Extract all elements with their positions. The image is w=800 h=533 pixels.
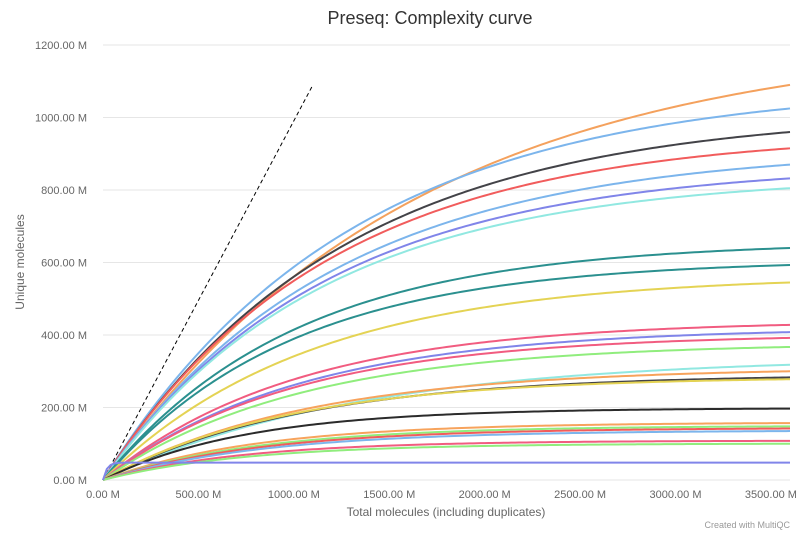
x-tick-label: 3500.00 M — [745, 489, 797, 501]
chart-title: Preseq: Complexity curve — [327, 8, 532, 28]
series-line-10 — [102, 281, 791, 481]
series-line-11 — [102, 323, 791, 481]
x-tick-label: 1500.00 M — [363, 489, 415, 501]
series-line-25 — [102, 442, 791, 481]
series-line-7 — [102, 187, 791, 481]
series-line-18 — [102, 378, 791, 481]
x-tick-label: 0.00 M — [86, 489, 120, 501]
y-tick-label: 200.00 M — [41, 403, 87, 415]
series-line-1 — [102, 83, 791, 481]
x-tick-label: 3000.00 M — [650, 489, 702, 501]
series-line-20 — [102, 422, 791, 481]
y-tick-label: 0.00 M — [53, 475, 87, 487]
y-axis-title: Unique molecules — [13, 214, 27, 309]
series-group — [102, 83, 791, 481]
series-line-14 — [102, 345, 791, 481]
series-line-9 — [102, 264, 791, 481]
series-line-21 — [102, 425, 791, 481]
series-line-8 — [102, 247, 791, 481]
x-axis-ticks: 0.00 M 500.00 M 1000.00 M 1500.00 M 2000.00 … — [86, 489, 797, 501]
x-tick-label: 2000.00 M — [459, 489, 511, 501]
series-line-3 — [102, 131, 791, 481]
y-tick-label: 400.00 M — [41, 330, 87, 342]
series-line-4 — [102, 147, 791, 481]
x-axis-title: Total molecules (including duplicates) — [347, 505, 546, 519]
series-line-24 — [102, 439, 791, 481]
series-line-23 — [102, 430, 791, 481]
x-tick-label: 500.00 M — [175, 489, 221, 501]
y-tick-label: 1000.00 M — [35, 113, 87, 125]
y-tick-label: 1200.00 M — [35, 40, 87, 52]
series-line-5 — [102, 163, 791, 481]
series-line-6 — [102, 177, 791, 481]
x-tick-label: 2500.00 M — [554, 489, 606, 501]
reference-line — [102, 84, 314, 481]
y-tick-label: 800.00 M — [41, 185, 87, 197]
credit-text: Created with MultiQC — [704, 520, 790, 530]
series-line-2 — [102, 107, 791, 481]
y-tick-label: 600.00 M — [41, 258, 87, 270]
series-line-13 — [102, 336, 791, 481]
y-axis-ticks: 0.00 M 200.00 M 400.00 M 600.00 M 800.00 M 10… — [35, 40, 87, 487]
series-line-19 — [102, 407, 791, 481]
series-line-22 — [102, 427, 791, 481]
series-line-12 — [102, 331, 791, 481]
x-tick-label: 1000.00 M — [268, 489, 320, 501]
series-line-26 — [102, 461, 790, 481]
